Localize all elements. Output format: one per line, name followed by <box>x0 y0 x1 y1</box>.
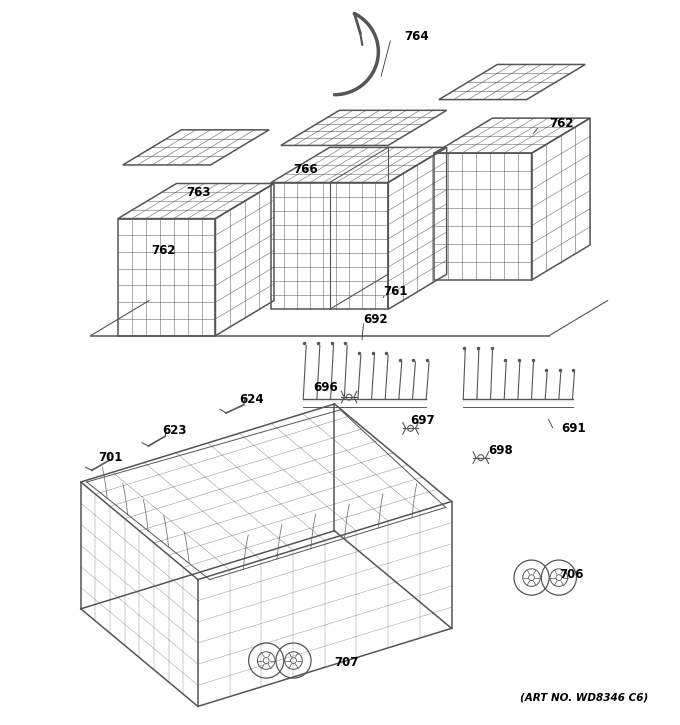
Text: 763: 763 <box>186 186 211 199</box>
Text: 692: 692 <box>364 312 388 326</box>
Text: 762: 762 <box>151 244 175 257</box>
Text: 698: 698 <box>489 444 513 457</box>
Text: 764: 764 <box>405 30 429 43</box>
Text: 696: 696 <box>313 381 338 394</box>
Text: (ART NO. WD8346 C6): (ART NO. WD8346 C6) <box>520 692 648 703</box>
Text: 766: 766 <box>294 163 318 176</box>
Text: 706: 706 <box>559 568 583 581</box>
Text: 623: 623 <box>162 424 186 436</box>
Text: 624: 624 <box>239 392 263 405</box>
Text: 701: 701 <box>99 451 123 464</box>
Text: 697: 697 <box>411 414 435 427</box>
Text: 761: 761 <box>384 285 408 298</box>
Text: 762: 762 <box>549 117 574 130</box>
Text: 691: 691 <box>561 422 585 435</box>
Text: 707: 707 <box>335 656 359 669</box>
